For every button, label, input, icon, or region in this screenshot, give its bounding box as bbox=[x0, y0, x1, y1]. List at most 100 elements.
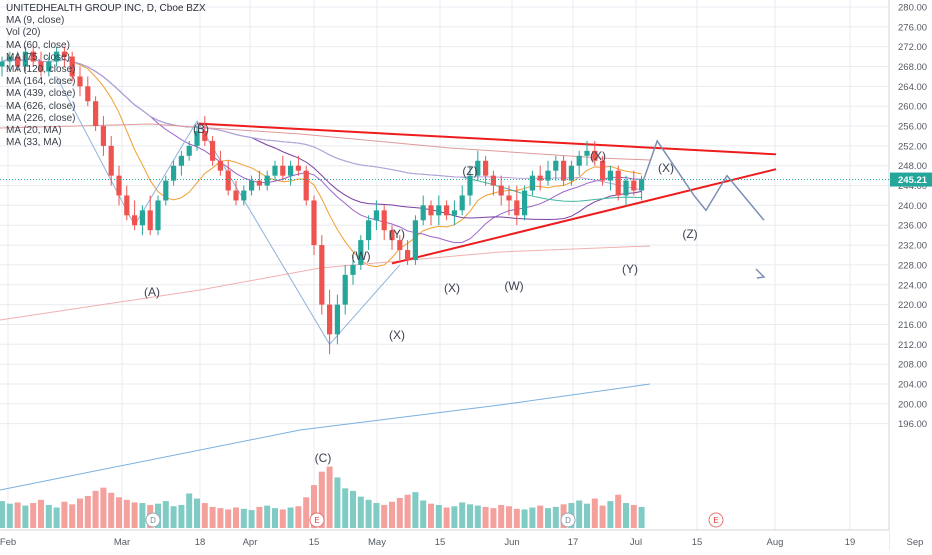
candle-body bbox=[631, 180, 637, 191]
ma-line-33 bbox=[1, 58, 642, 221]
candle-body bbox=[428, 205, 434, 216]
time-axis[interactable]: Feb Mar 18 Apr 15 May 15 Jun 17 Jul 15 Aug 19 Sep bbox=[0, 529, 923, 550]
volume-bar bbox=[584, 503, 590, 528]
volume-bar bbox=[287, 507, 294, 528]
time-tick-label: Aug bbox=[767, 537, 784, 548]
candle-body bbox=[0, 61, 5, 67]
volume-bar bbox=[209, 506, 216, 528]
wave-label: (Y) bbox=[622, 262, 638, 276]
wave-label: (W) bbox=[504, 279, 523, 293]
wave-labels: (A) (B) (C) (W) (X) (Y) (X) (Z) (W) (X) (Y) (X) (Z) D… bbox=[144, 122, 724, 528]
candle-body bbox=[30, 51, 36, 62]
candle-body bbox=[522, 190, 528, 216]
price-tick-label: 280.00 bbox=[898, 3, 927, 14]
candle-body bbox=[381, 210, 387, 231]
price-axis-bg bbox=[889, 0, 932, 550]
price-tick-label: 200.00 bbox=[898, 399, 927, 410]
volume-bar bbox=[350, 490, 356, 528]
volume-bar bbox=[225, 509, 232, 528]
price-tick-label: 276.00 bbox=[898, 22, 927, 33]
candle-body bbox=[444, 205, 450, 216]
candle-body bbox=[217, 160, 223, 171]
price-tick-label: 216.00 bbox=[898, 320, 927, 331]
volume-bar bbox=[506, 506, 512, 528]
volume-bar bbox=[38, 499, 44, 528]
projection-path[interactable] bbox=[640, 139, 765, 221]
volume-bar bbox=[22, 505, 29, 528]
candle-body bbox=[451, 210, 457, 216]
volume-bar bbox=[467, 504, 473, 528]
volume-bar bbox=[194, 498, 200, 528]
volume-bar bbox=[482, 506, 489, 528]
volume-bar bbox=[69, 504, 76, 528]
candle-body bbox=[615, 170, 621, 196]
volume-bar bbox=[303, 497, 310, 528]
volume-bar bbox=[326, 466, 333, 528]
volume-bar bbox=[77, 498, 83, 528]
volume-bar bbox=[139, 503, 146, 528]
price-tick-label: 264.00 bbox=[898, 82, 927, 93]
candle-body bbox=[366, 220, 372, 241]
candle-body bbox=[584, 150, 590, 156]
volume-bar bbox=[318, 471, 325, 528]
wave-label: (B) bbox=[193, 122, 209, 136]
volume-bar bbox=[412, 492, 419, 528]
ma-line-long-2 bbox=[0, 245, 651, 321]
price-tick-label: 252.00 bbox=[898, 141, 927, 152]
candle-body bbox=[467, 175, 473, 196]
event-badge[interactable] bbox=[560, 512, 576, 528]
wave-label: (C) bbox=[315, 451, 332, 465]
volume-bar bbox=[123, 499, 130, 528]
event-badge[interactable] bbox=[708, 512, 724, 528]
support-trendline[interactable] bbox=[391, 168, 777, 265]
volume-bar bbox=[459, 502, 466, 528]
candle-body bbox=[545, 170, 551, 181]
candle-body bbox=[7, 56, 13, 62]
candle-body bbox=[249, 180, 255, 191]
price-tick-label: 220.00 bbox=[898, 300, 927, 311]
event-badge-text: D bbox=[150, 516, 156, 525]
time-tick-label: Mar bbox=[114, 537, 130, 548]
price-tick-label: 204.00 bbox=[898, 379, 927, 390]
volume-bar bbox=[474, 505, 481, 528]
last-price-tag[interactable] bbox=[890, 172, 932, 187]
last-price-text: 245.21 bbox=[898, 175, 928, 186]
volume-bar bbox=[435, 504, 442, 528]
price-tick-label: 232.00 bbox=[898, 241, 927, 252]
volume-bar bbox=[443, 507, 450, 528]
candle-body bbox=[241, 190, 247, 201]
volume-bar bbox=[357, 496, 364, 528]
event-badge[interactable] bbox=[145, 512, 161, 528]
volume-bar bbox=[615, 494, 622, 528]
volume-bar bbox=[45, 504, 52, 528]
candle-body bbox=[498, 185, 504, 196]
candle-body bbox=[202, 131, 208, 141]
candle-body bbox=[132, 215, 138, 226]
volume-bar bbox=[389, 501, 395, 528]
volume-bar bbox=[576, 500, 583, 528]
candle-body bbox=[436, 205, 442, 216]
event-badge[interactable] bbox=[309, 512, 325, 528]
volume-bar bbox=[630, 504, 637, 528]
volume-bar bbox=[591, 498, 598, 528]
candle-body bbox=[124, 195, 130, 216]
candle-body bbox=[303, 170, 309, 201]
volume-bar bbox=[84, 496, 91, 528]
volume-bar bbox=[420, 500, 427, 528]
candle-body bbox=[194, 131, 200, 146]
projection-arrow[interactable] bbox=[755, 268, 766, 279]
volume-bar bbox=[607, 501, 614, 528]
candle-body bbox=[506, 195, 512, 201]
resistance-trendline[interactable] bbox=[196, 122, 777, 156]
candle-body bbox=[514, 200, 520, 216]
price-tick-label: 244.00 bbox=[898, 181, 927, 192]
volume-bar bbox=[513, 508, 520, 528]
price-tick-label: 248.00 bbox=[898, 161, 927, 172]
candle-body bbox=[100, 126, 106, 146]
volume-bar bbox=[334, 477, 341, 528]
candle-body bbox=[529, 175, 535, 191]
volume-bar bbox=[498, 504, 505, 528]
